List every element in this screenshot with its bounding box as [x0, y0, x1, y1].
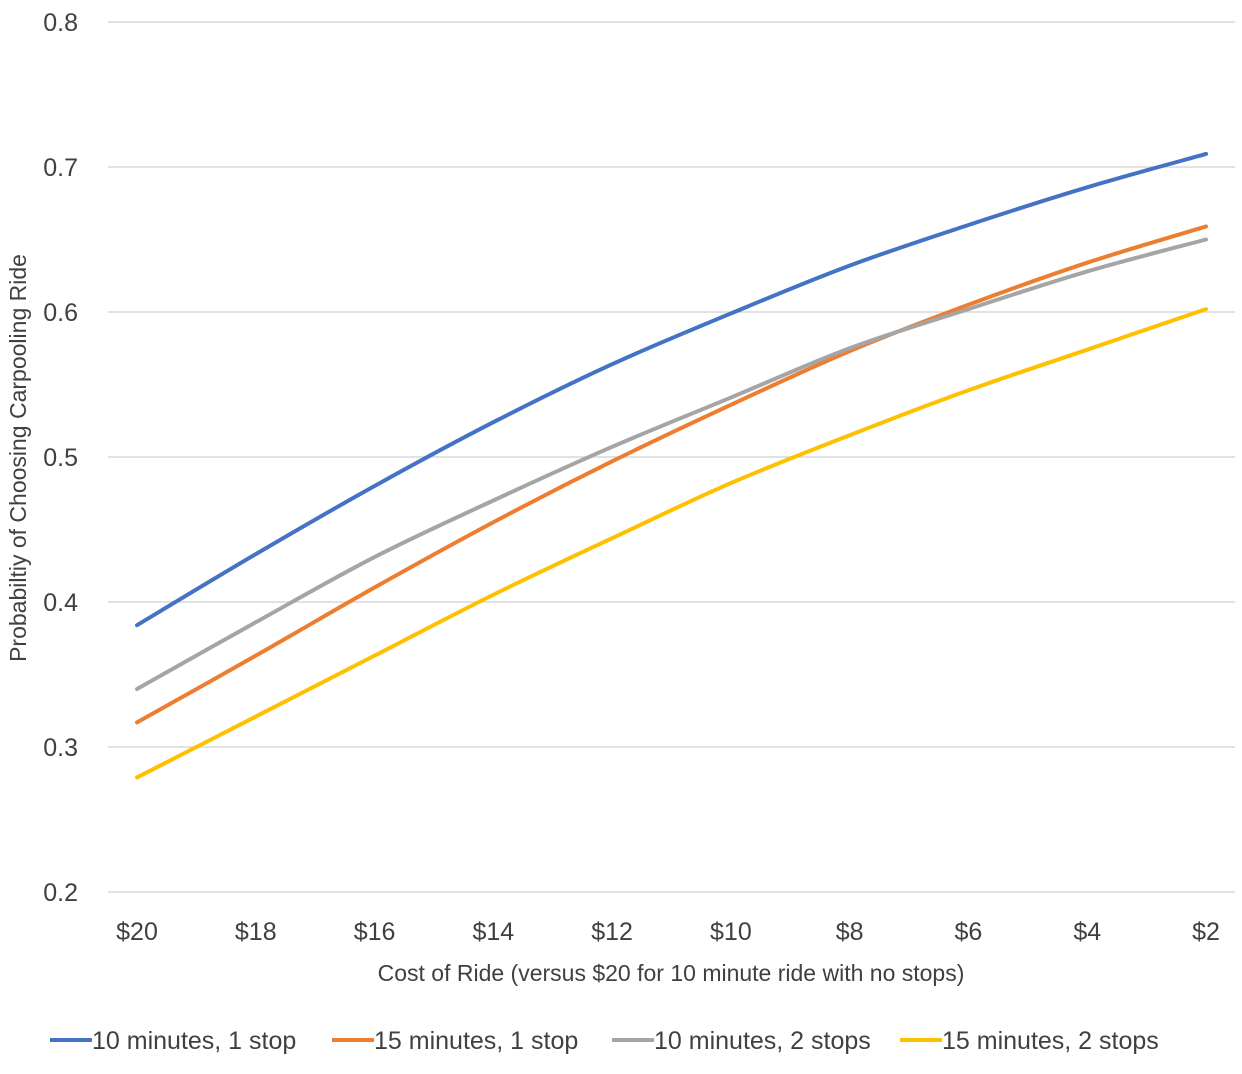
legend-label: 10 minutes, 1 stop — [92, 1027, 296, 1055]
y-axis-ticks: 0.2 0.3 0.4 0.5 0.6 0.7 0.8 — [43, 9, 78, 907]
legend-label: 15 minutes, 2 stops — [942, 1027, 1159, 1055]
series-lines — [135, 151, 1208, 780]
y-tick-label: 0.2 — [43, 879, 78, 907]
legend-label: 15 minutes, 1 stop — [374, 1027, 578, 1055]
x-tick-label: $16 — [354, 918, 396, 946]
legend: 10 minutes, 1 stop 15 minutes, 1 stop 10 m… — [50, 1027, 1159, 1055]
series-line-2 — [135, 224, 1208, 725]
x-axis-ticks: $20 $18 $16 $14 $12 $10 $8 $6 $4 $2 — [116, 918, 1220, 946]
y-axis-title: Probabiltiy of Choosing Carpooling Ride — [5, 254, 31, 662]
x-tick-label: $6 — [955, 918, 983, 946]
x-tick-label: $14 — [472, 918, 514, 946]
y-tick-label: 0.5 — [43, 444, 78, 472]
x-tick-label: $20 — [116, 918, 158, 946]
x-tick-label: $10 — [710, 918, 752, 946]
x-tick-label: $18 — [235, 918, 277, 946]
legend-label: 10 minutes, 2 stops — [654, 1027, 871, 1055]
y-tick-label: 0.6 — [43, 299, 78, 327]
y-tick-label: 0.8 — [43, 9, 78, 37]
x-tick-label: $8 — [836, 918, 864, 946]
y-tick-label: 0.3 — [43, 734, 78, 762]
y-tick-label: 0.7 — [43, 154, 78, 182]
x-tick-label: $4 — [1073, 918, 1101, 946]
y-tick-label: 0.4 — [43, 589, 78, 617]
series-line-4 — [135, 307, 1208, 780]
x-axis-title: Cost of Ride (versus $20 for 10 minute r… — [378, 960, 965, 986]
series-line-1 — [135, 151, 1208, 628]
series-line-3 — [135, 237, 1208, 691]
x-tick-label: $12 — [591, 918, 633, 946]
x-tick-label: $2 — [1192, 918, 1220, 946]
gridlines — [108, 21, 1235, 893]
